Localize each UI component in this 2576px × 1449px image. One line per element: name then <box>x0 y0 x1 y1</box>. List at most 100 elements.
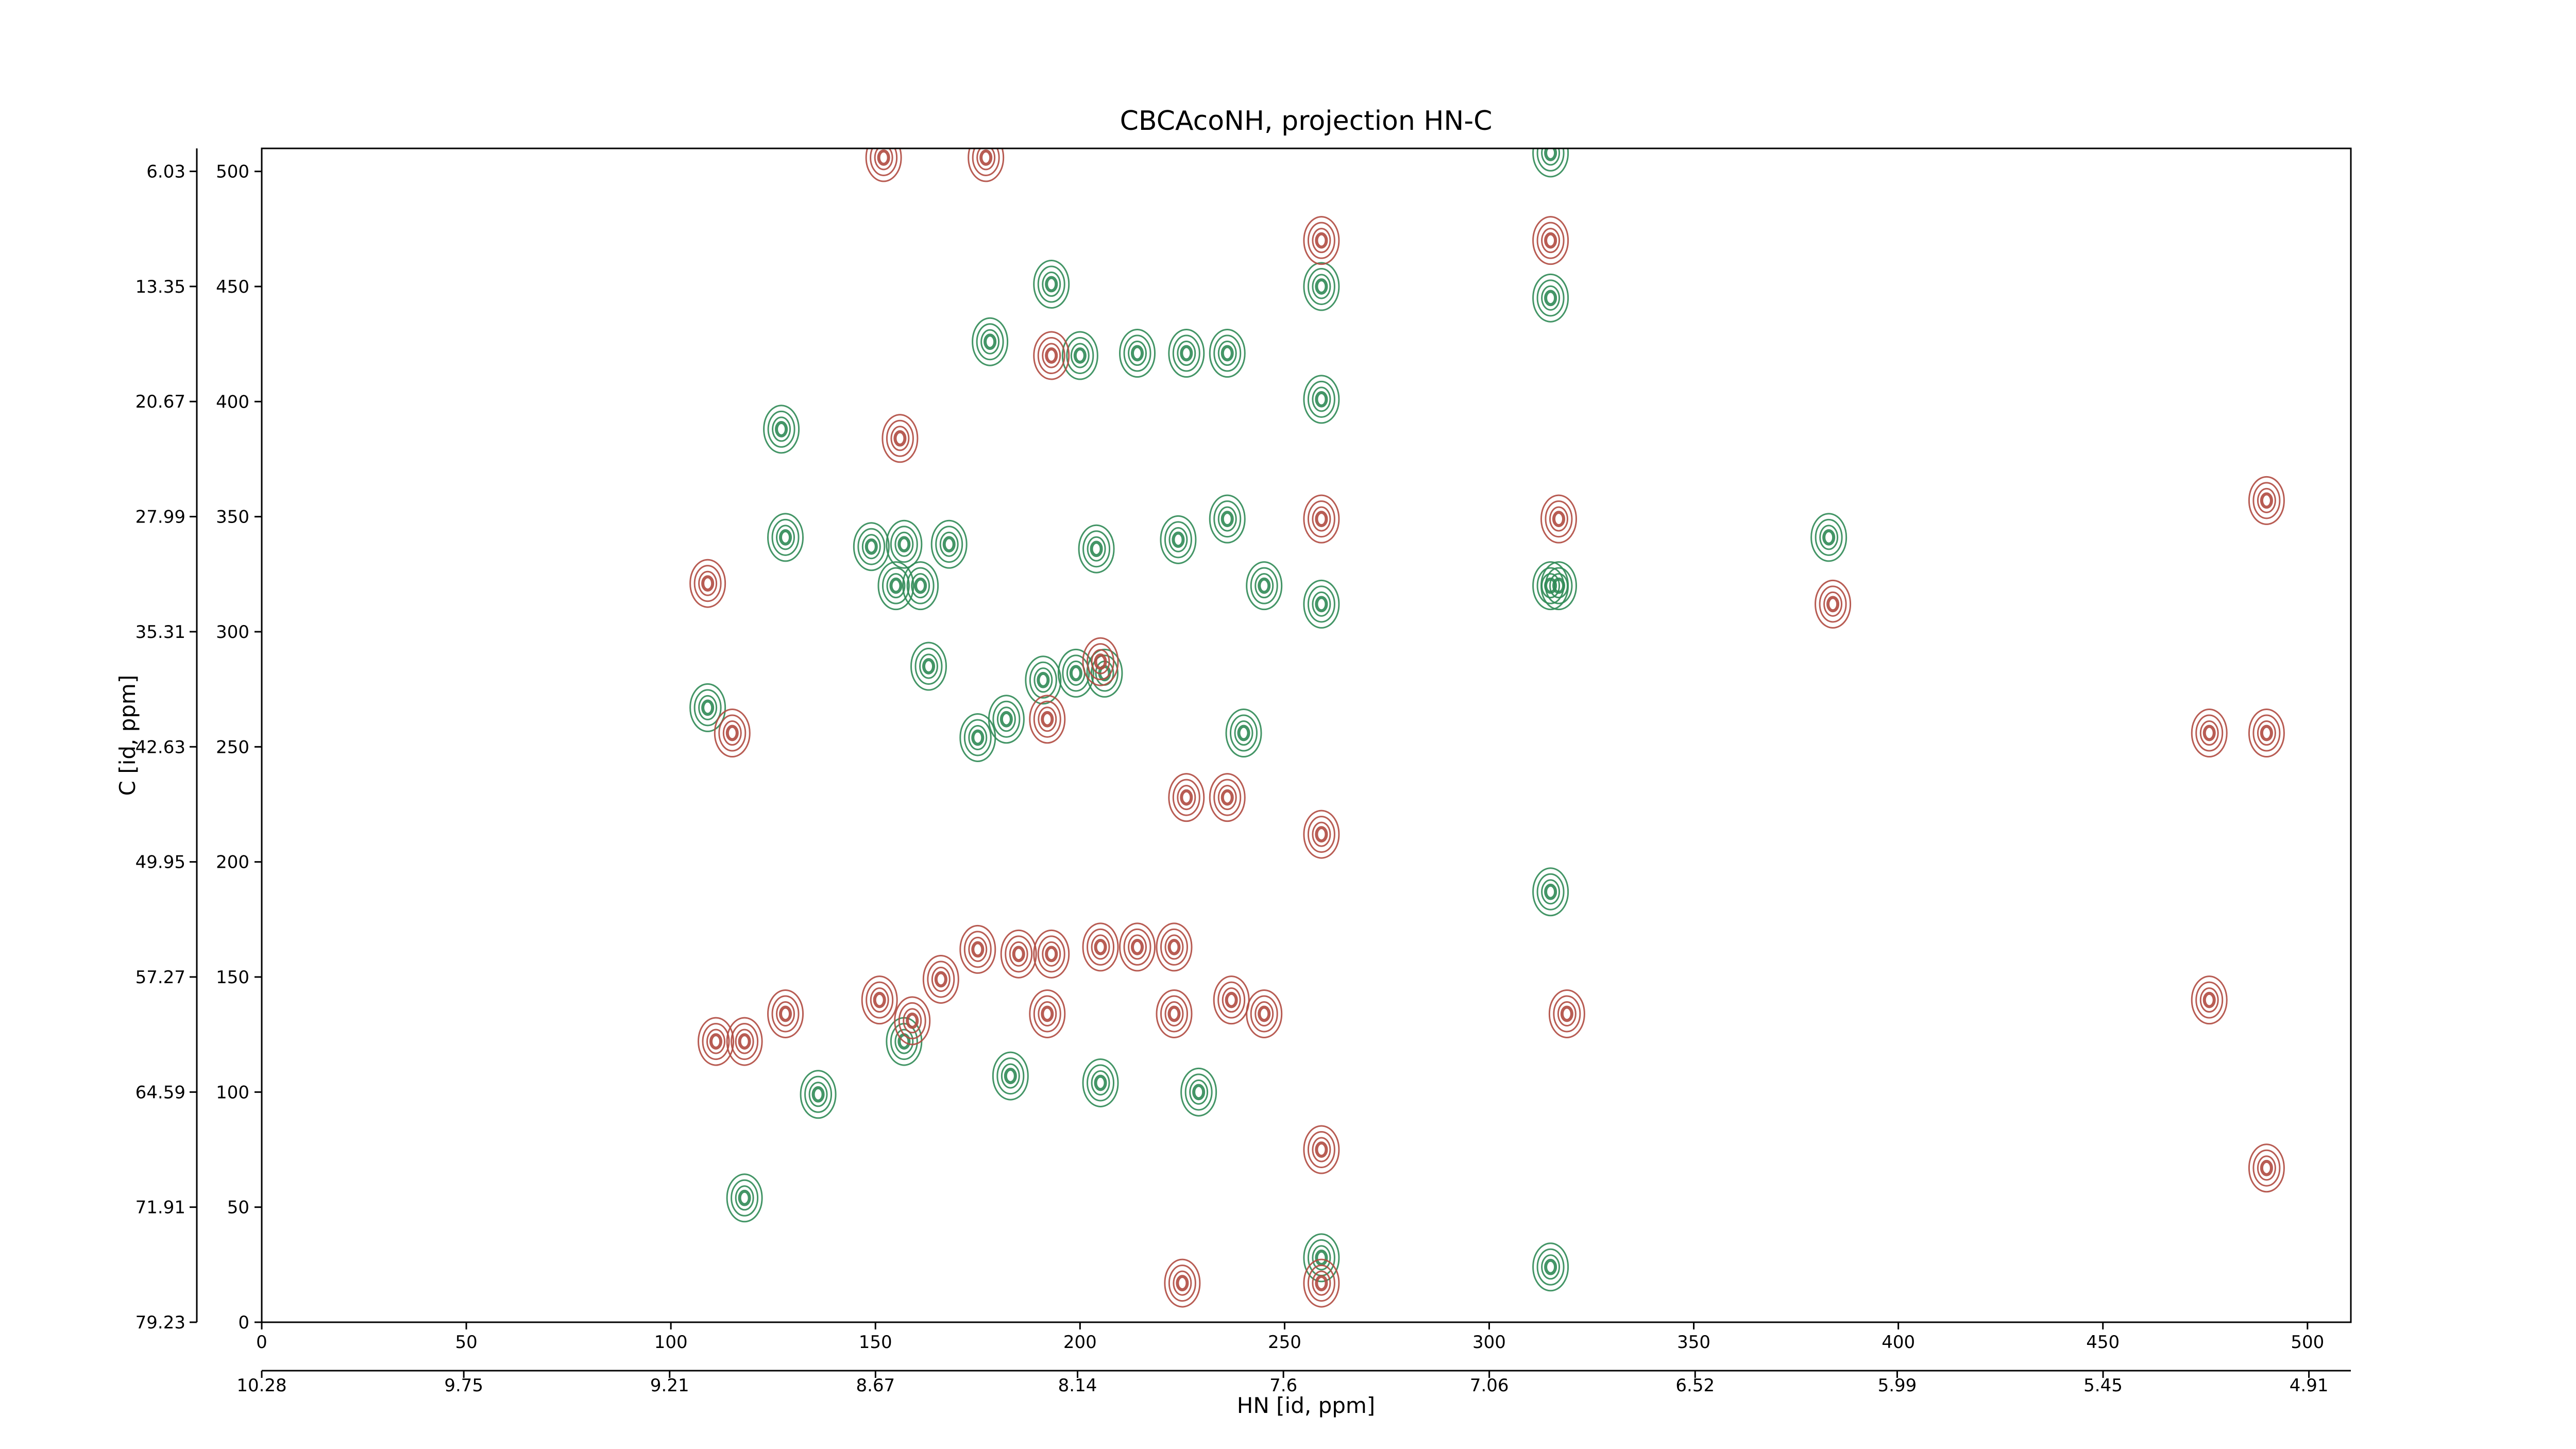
peak <box>1033 331 1070 380</box>
peak <box>1532 1242 1569 1292</box>
contour-ring <box>1033 667 1053 693</box>
contour-ring <box>1213 500 1242 538</box>
contour-ring <box>1025 655 1062 705</box>
peak <box>698 1017 735 1066</box>
contour-ring <box>722 720 742 746</box>
peak <box>767 989 804 1038</box>
contour-ring <box>1315 1250 1328 1266</box>
contour-ring <box>763 405 800 454</box>
contour-ring <box>1553 995 1581 1033</box>
contour-ring <box>2248 476 2285 525</box>
contour-ring <box>1312 386 1331 412</box>
peak <box>959 924 996 974</box>
contour-ring <box>971 941 985 958</box>
contour-ring <box>914 577 927 594</box>
x2-tick-label: 5.99 <box>1878 1375 1917 1396</box>
contour-ring <box>1168 329 1205 378</box>
contour-ring <box>1541 285 1561 311</box>
contour-ring <box>2248 709 2285 758</box>
contour-ring <box>804 1075 833 1113</box>
contour-ring <box>1167 1005 1181 1022</box>
contour-ring <box>714 709 751 758</box>
contour-ring <box>1172 334 1200 372</box>
contour-ring <box>1225 709 1262 758</box>
contour-ring <box>942 536 956 553</box>
contour-ring <box>776 525 795 550</box>
peak <box>1532 273 1569 323</box>
contour-ring <box>1094 939 1107 955</box>
x-axis-label: HN [id, ppm] <box>1237 1393 1375 1418</box>
x-tick-label: 500 <box>2291 1332 2324 1353</box>
x-tick-label: 400 <box>1882 1332 1915 1353</box>
contour-ring <box>902 561 939 611</box>
contour-ring <box>1164 521 1192 559</box>
contour-ring <box>1128 934 1147 960</box>
y-tick-label: 350 <box>216 507 249 528</box>
peak <box>689 559 726 608</box>
contour-ring <box>1164 934 1184 960</box>
contour-ring <box>1029 695 1066 744</box>
peak <box>886 519 923 569</box>
contour-ring <box>1082 1058 1119 1107</box>
contour-ring <box>1033 260 1070 309</box>
contour-ring <box>1544 290 1557 307</box>
contour-ring <box>1536 222 1565 259</box>
contour-ring <box>1156 989 1193 1038</box>
contour-ring <box>1549 573 1568 599</box>
x-tick-label: 350 <box>1677 1332 1710 1353</box>
contour-ring <box>1221 511 1234 528</box>
contour-ring <box>701 699 715 716</box>
contour-ring <box>1532 148 1569 178</box>
contour-ring <box>870 148 898 176</box>
contour-ring <box>992 1051 1029 1101</box>
contour-ring <box>1307 380 1335 418</box>
contour-ring <box>922 954 959 1004</box>
contour-ring <box>1012 946 1025 963</box>
peak <box>877 561 914 611</box>
contour-ring <box>1042 272 1061 297</box>
contour-ring <box>1315 596 1328 613</box>
x-tick-label: 50 <box>455 1332 477 1353</box>
contour-ring <box>1160 928 1188 966</box>
peak <box>1209 494 1246 544</box>
contour-ring <box>934 971 947 988</box>
contour-ring <box>1532 1242 1569 1292</box>
contour-ring <box>1246 561 1283 611</box>
contour-ring <box>1312 506 1331 532</box>
contour-ring <box>776 1001 795 1026</box>
y-tick-label: 150 <box>216 967 249 988</box>
contour-ring <box>1541 879 1561 905</box>
contour-ring <box>1176 1275 1189 1291</box>
contour-ring <box>779 529 792 546</box>
contour-ring <box>1307 1131 1335 1168</box>
peak <box>1061 331 1098 380</box>
contour-ring <box>1540 561 1577 611</box>
x-tick-label: 450 <box>2086 1332 2120 1353</box>
contour-ring <box>1177 785 1196 811</box>
contour-ring <box>2195 981 2224 1019</box>
contour-ring <box>1038 1001 1057 1026</box>
contour-ring <box>1004 1068 1017 1084</box>
contour-ring <box>1037 337 1065 374</box>
contour-ring <box>988 695 1025 744</box>
contour-ring <box>1091 1070 1110 1096</box>
contour-ring <box>1315 511 1328 528</box>
contour-ring <box>893 430 907 447</box>
contour-ring <box>1217 785 1237 811</box>
contour-ring <box>1819 525 1839 550</box>
contour-ring <box>2252 1149 2281 1187</box>
contour-ring <box>919 653 938 679</box>
contour-ring <box>1544 232 1557 249</box>
contour-ring <box>2252 714 2281 752</box>
contour-ring <box>963 931 992 968</box>
x2-tick-label: 5.45 <box>2083 1375 2123 1396</box>
contour-ring <box>1009 941 1028 967</box>
contour-ring <box>1091 649 1110 675</box>
plot-frame <box>261 147 2352 1323</box>
contour-ring <box>2252 482 2281 519</box>
contour-ring <box>2191 975 2228 1025</box>
contour-ring <box>874 148 893 171</box>
x-tick-label: 0 <box>256 1332 267 1353</box>
contour-ring <box>1160 515 1197 564</box>
